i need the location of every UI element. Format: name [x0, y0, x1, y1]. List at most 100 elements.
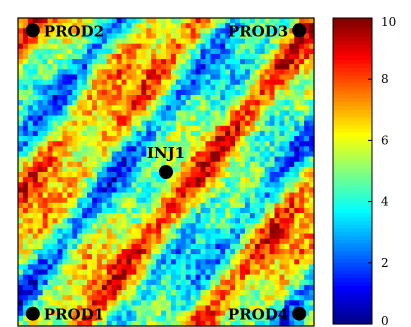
heatmap-cell [220, 197, 226, 204]
heatmap-cell [131, 105, 137, 111]
heatmap-cell [215, 38, 221, 45]
well-marker-prod1 [25, 306, 40, 321]
heatmap-cell [215, 243, 221, 250]
heatmap-cell [141, 207, 147, 214]
heatmap-cell [151, 213, 157, 219]
heatmap-cell [185, 89, 192, 96]
heatmap-cell [235, 218, 241, 224]
heatmap-cell [72, 290, 78, 296]
heatmap-cell [27, 146, 34, 153]
heatmap-cell [92, 274, 98, 281]
heatmap-cell [230, 79, 236, 86]
heatmap-cell [87, 125, 93, 132]
heatmap-cell [185, 33, 192, 40]
heatmap-cell [146, 284, 152, 291]
heatmap-cell [225, 115, 231, 122]
heatmap-cell [27, 254, 34, 260]
heatmap-cell [240, 238, 246, 245]
heatmap-cell [77, 310, 83, 317]
heatmap-cell [299, 182, 305, 188]
heatmap-cell [269, 166, 276, 173]
heatmap-cell [116, 187, 123, 194]
heatmap-cell [240, 136, 246, 142]
heatmap-cell [264, 238, 271, 245]
heatmap-cell [126, 259, 133, 265]
heatmap-cell [215, 53, 221, 60]
heatmap-cell [47, 259, 54, 265]
heatmap-cell [264, 146, 271, 153]
heatmap-cell [37, 187, 44, 194]
heatmap-cell [190, 213, 197, 219]
heatmap-cell [220, 213, 226, 219]
heatmap-cell [249, 146, 256, 153]
heatmap-cell [175, 315, 182, 322]
heatmap-cell [230, 28, 236, 34]
heatmap-cell [136, 218, 142, 224]
heatmap-cell [146, 151, 152, 158]
heatmap-cell [180, 249, 187, 255]
heatmap-cell [146, 161, 152, 168]
heatmap-cell [62, 38, 68, 45]
heatmap-cell [279, 254, 285, 260]
heatmap-cell [111, 202, 118, 209]
heatmap-cell [170, 151, 177, 158]
heatmap-cell [18, 290, 24, 296]
heatmap-cell [87, 28, 93, 34]
heatmap-cell [96, 300, 103, 307]
heatmap-cell [180, 38, 187, 45]
heatmap-cell [180, 269, 187, 276]
heatmap-cell [294, 18, 300, 24]
heatmap-cell [200, 130, 207, 137]
heatmap-cell [225, 146, 231, 153]
heatmap-cell [170, 18, 177, 24]
heatmap-cell [42, 315, 49, 322]
heatmap-cell [240, 59, 246, 65]
map-frame [17, 17, 315, 327]
heatmap-cell [200, 74, 207, 81]
heatmap-cell [185, 202, 192, 209]
heatmap-cell [42, 120, 49, 127]
heatmap-cell [304, 249, 310, 255]
heatmap-cell [304, 130, 310, 137]
heatmap-cell [116, 254, 123, 260]
heatmap-cell [259, 315, 266, 322]
heatmap-cell [190, 141, 197, 147]
heatmap-cell [235, 38, 241, 45]
heatmap-cell [52, 279, 59, 286]
heatmap-cell [200, 141, 207, 147]
heatmap-cell [77, 202, 83, 209]
heatmap-cell [67, 100, 73, 106]
heatmap-cell [146, 320, 152, 327]
heatmap-cell [57, 146, 63, 153]
heatmap-cell [27, 74, 34, 81]
heatmap-cell [96, 259, 103, 265]
heatmap-cell [136, 161, 142, 168]
heatmap-cell [259, 254, 266, 260]
heatmap-cell [264, 197, 271, 204]
heatmap-cell [166, 33, 172, 40]
heatmap-cell [170, 254, 177, 260]
heatmap-cell [259, 105, 266, 111]
heatmap-cell [141, 105, 147, 111]
heatmap-cell [18, 233, 24, 240]
heatmap-cell [215, 320, 221, 327]
heatmap-cell [27, 187, 34, 194]
heatmap-cell [62, 202, 68, 209]
heatmap-cell [180, 274, 187, 281]
heatmap-cell [284, 59, 290, 65]
heatmap-cell [37, 151, 44, 158]
heatmap-cell [254, 228, 261, 235]
heatmap-cell [170, 269, 177, 276]
heatmap-cell [244, 74, 251, 81]
heatmap-cell [121, 228, 128, 235]
heatmap-cell [32, 146, 39, 153]
heatmap-cell [195, 284, 202, 291]
heatmap-cell [235, 202, 241, 209]
heatmap-cell [284, 228, 290, 235]
heatmap-cell [274, 320, 281, 327]
heatmap-cell [47, 228, 54, 235]
heatmap-cell [294, 213, 300, 219]
heatmap-cell [77, 33, 83, 40]
heatmap-cell [67, 254, 73, 260]
heatmap-cell [166, 284, 172, 291]
